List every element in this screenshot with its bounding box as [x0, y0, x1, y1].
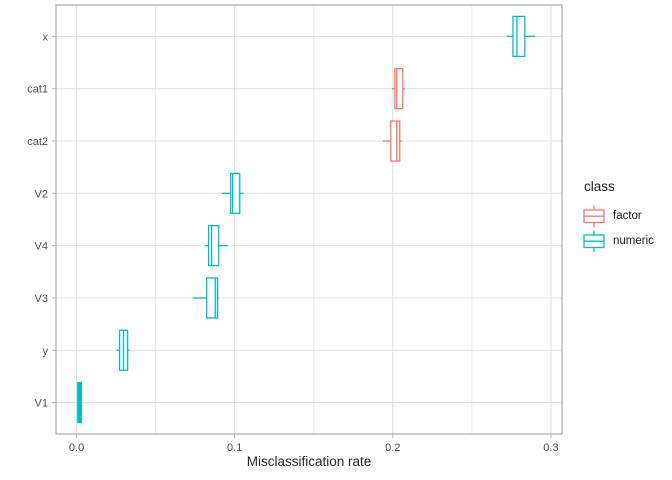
y-tick-label-V1: V1 — [35, 398, 48, 410]
legend-label-factor: factor — [613, 209, 642, 222]
y-tick-label-cat2: cat2 — [27, 136, 48, 148]
x-tick-label-0.2: 0.2 — [385, 442, 400, 454]
box-V4 — [207, 225, 220, 267]
y-tick-label-cat1: cat1 — [27, 84, 48, 96]
legend: class factor — [582, 179, 654, 253]
y-tick-label-V2: V2 — [35, 188, 48, 200]
x-tick-label-0.3: 0.3 — [543, 442, 558, 454]
x-axis-title: Misclassification rate — [246, 454, 372, 469]
boxplot-key-icon-numeric — [582, 229, 606, 253]
y-tick-label-V3: V3 — [35, 293, 48, 305]
y-tick-label-y: y — [43, 345, 49, 357]
legend-items: factor numeric — [582, 203, 654, 253]
legend-label-numeric: numeric — [613, 234, 654, 247]
legend-item-numeric: numeric — [582, 228, 654, 253]
box-V2 — [230, 172, 241, 214]
box-cat1 — [394, 68, 404, 110]
box-V3 — [206, 277, 219, 319]
box-x — [512, 15, 526, 58]
y-tick-label-V4: V4 — [35, 241, 48, 253]
legend-title: class — [584, 179, 615, 194]
box-cat2 — [390, 120, 401, 162]
panel-border — [55, 4, 563, 435]
x-tick-label-0.0: 0.0 — [69, 442, 84, 454]
boxplot-key-icon-factor — [582, 204, 606, 228]
y-tick-label-x: x — [43, 31, 49, 43]
x-tick-label-0.1: 0.1 — [227, 442, 242, 454]
legend-item-factor: factor — [582, 203, 654, 228]
box-V1 — [77, 381, 82, 424]
